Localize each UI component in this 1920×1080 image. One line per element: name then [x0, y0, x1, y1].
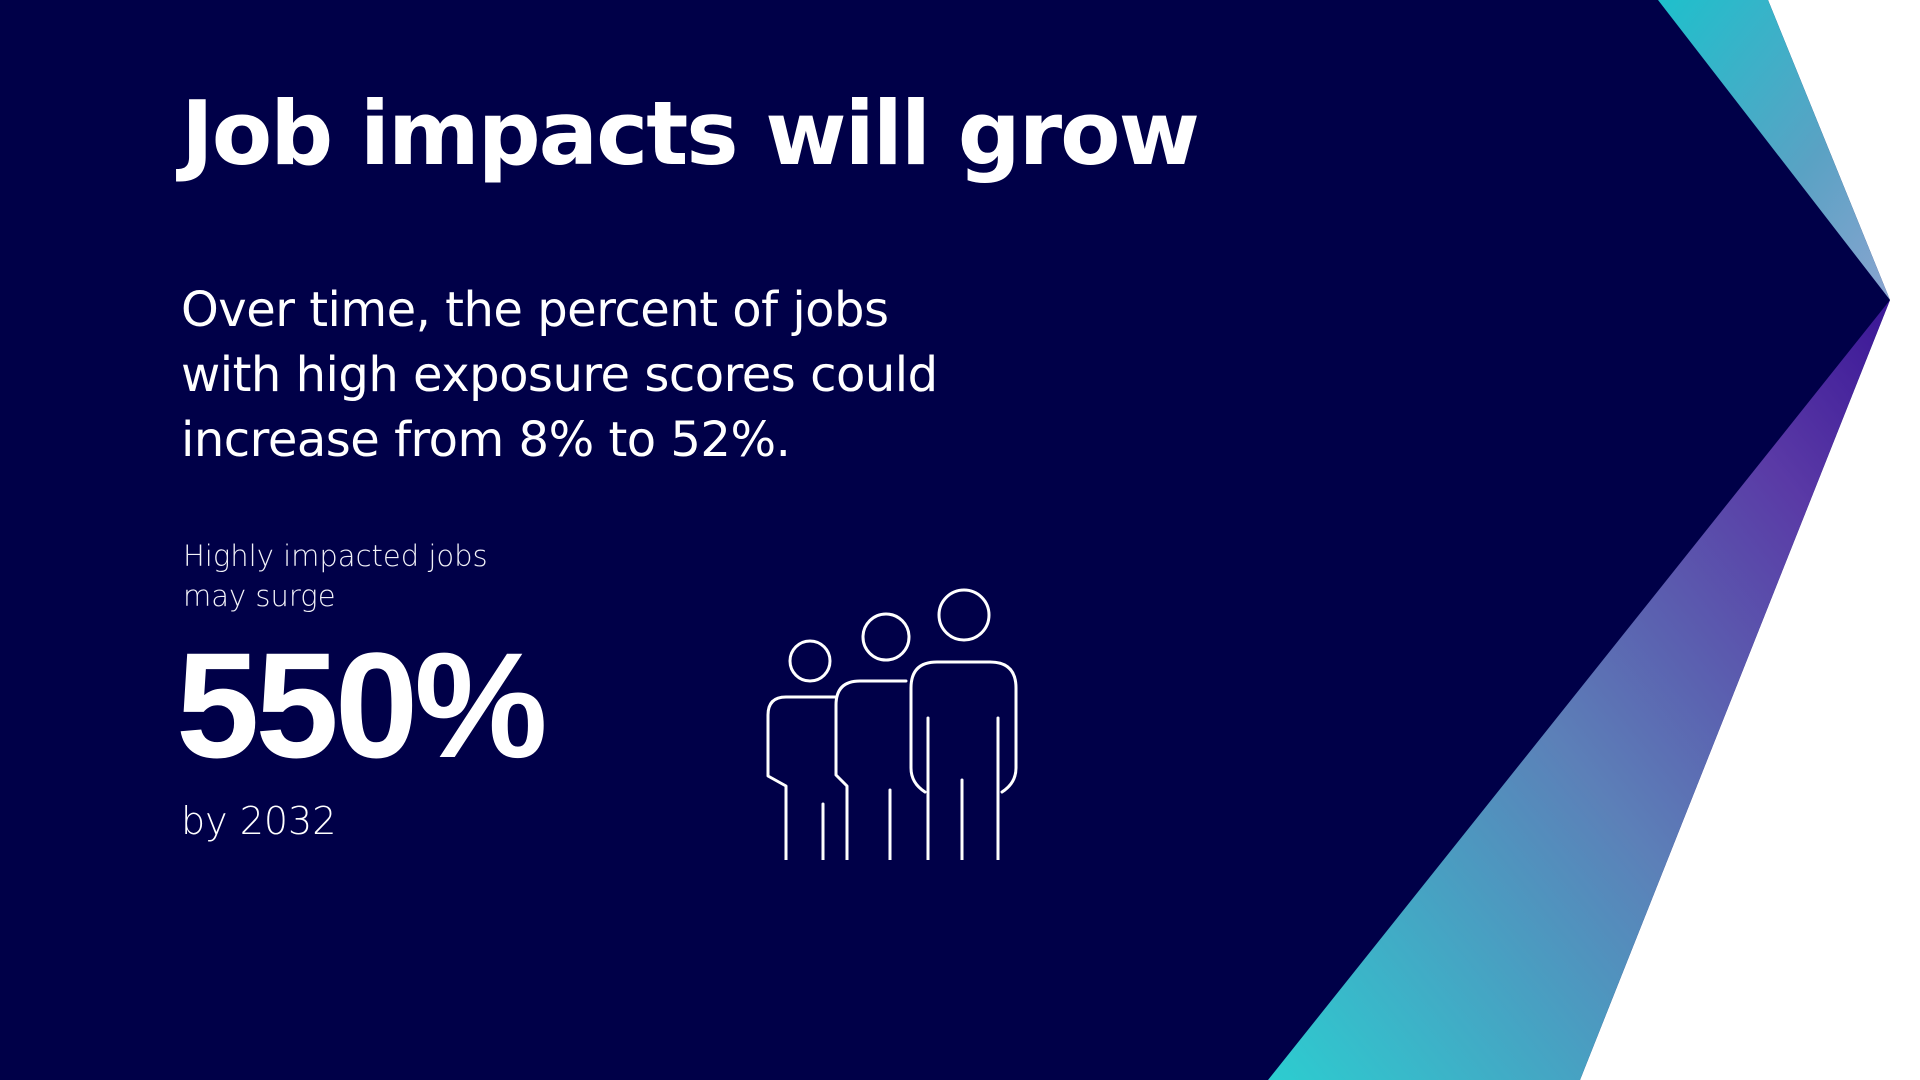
page-title: Job impacts will grow [181, 82, 1200, 185]
stat-value: 550% [176, 621, 548, 789]
stat-caption: by 2032 [181, 799, 337, 843]
subtitle-text: Over time, the percent of jobs with high… [181, 282, 938, 468]
stat-label: Highly impacted jobs may surge [183, 539, 488, 613]
people-group-icon [766, 588, 1018, 860]
white-corner-top [1768, 0, 1920, 300]
white-corner-bottom [1580, 300, 1920, 1080]
purple-gradient-shape [1268, 300, 1890, 1080]
teal-gradient-shape [1658, 0, 1890, 300]
